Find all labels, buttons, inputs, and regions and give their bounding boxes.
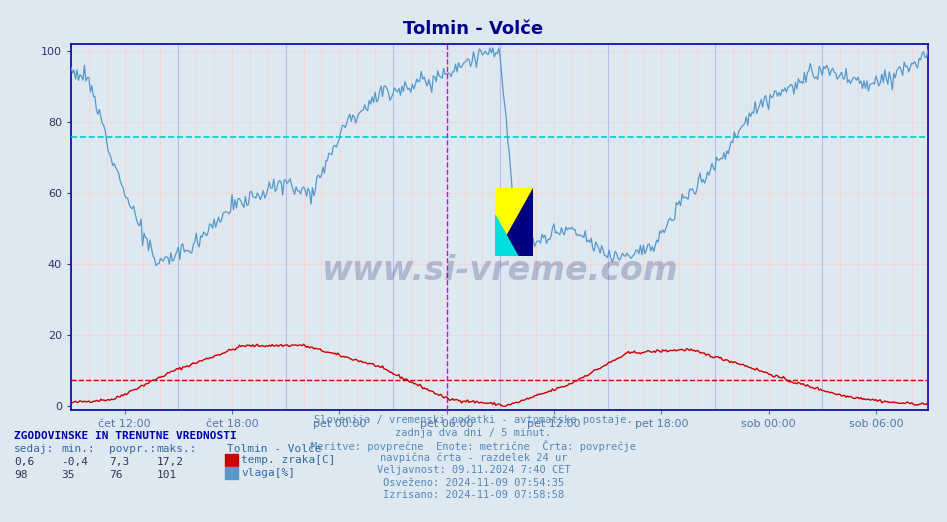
Text: zadnja dva dni / 5 minut.: zadnja dva dni / 5 minut. [396, 428, 551, 437]
Text: min.:: min.: [62, 444, 96, 454]
Polygon shape [495, 222, 514, 256]
Polygon shape [495, 188, 533, 256]
Text: Tolmin - Volče: Tolmin - Volče [403, 20, 544, 38]
Text: Tolmin - Volče: Tolmin - Volče [227, 444, 322, 454]
Text: 0,6: 0,6 [14, 457, 34, 467]
Text: temp. zraka[C]: temp. zraka[C] [241, 455, 336, 465]
Text: www.si-vreme.com: www.si-vreme.com [321, 254, 678, 288]
Text: Izrisano: 2024-11-09 07:58:58: Izrisano: 2024-11-09 07:58:58 [383, 490, 564, 500]
Polygon shape [495, 216, 518, 256]
Text: povpr.:: povpr.: [109, 444, 156, 454]
Text: 76: 76 [109, 470, 122, 480]
Text: Veljavnost: 09.11.2024 7:40 CET: Veljavnost: 09.11.2024 7:40 CET [377, 465, 570, 475]
Text: sedaj:: sedaj: [14, 444, 55, 454]
Text: 17,2: 17,2 [156, 457, 184, 467]
Text: vlaga[%]: vlaga[%] [241, 468, 295, 478]
Text: navpična črta - razdelek 24 ur: navpična črta - razdelek 24 ur [380, 453, 567, 463]
Text: -0,4: -0,4 [62, 457, 89, 467]
Text: Slovenija / vremenski podatki - avtomatske postaje.: Slovenija / vremenski podatki - avtomats… [314, 415, 633, 425]
Text: 35: 35 [62, 470, 75, 480]
Text: maks.:: maks.: [156, 444, 197, 454]
Text: 98: 98 [14, 470, 27, 480]
Text: 7,3: 7,3 [109, 457, 129, 467]
Text: Osveženo: 2024-11-09 07:54:35: Osveženo: 2024-11-09 07:54:35 [383, 478, 564, 488]
Polygon shape [495, 188, 533, 256]
Text: 101: 101 [156, 470, 176, 480]
Text: Meritve: povprečne  Enote: metrične  Črta: povprečje: Meritve: povprečne Enote: metrične Črta:… [311, 440, 636, 452]
Text: ZGODOVINSKE IN TRENUTNE VREDNOSTI: ZGODOVINSKE IN TRENUTNE VREDNOSTI [14, 431, 237, 441]
